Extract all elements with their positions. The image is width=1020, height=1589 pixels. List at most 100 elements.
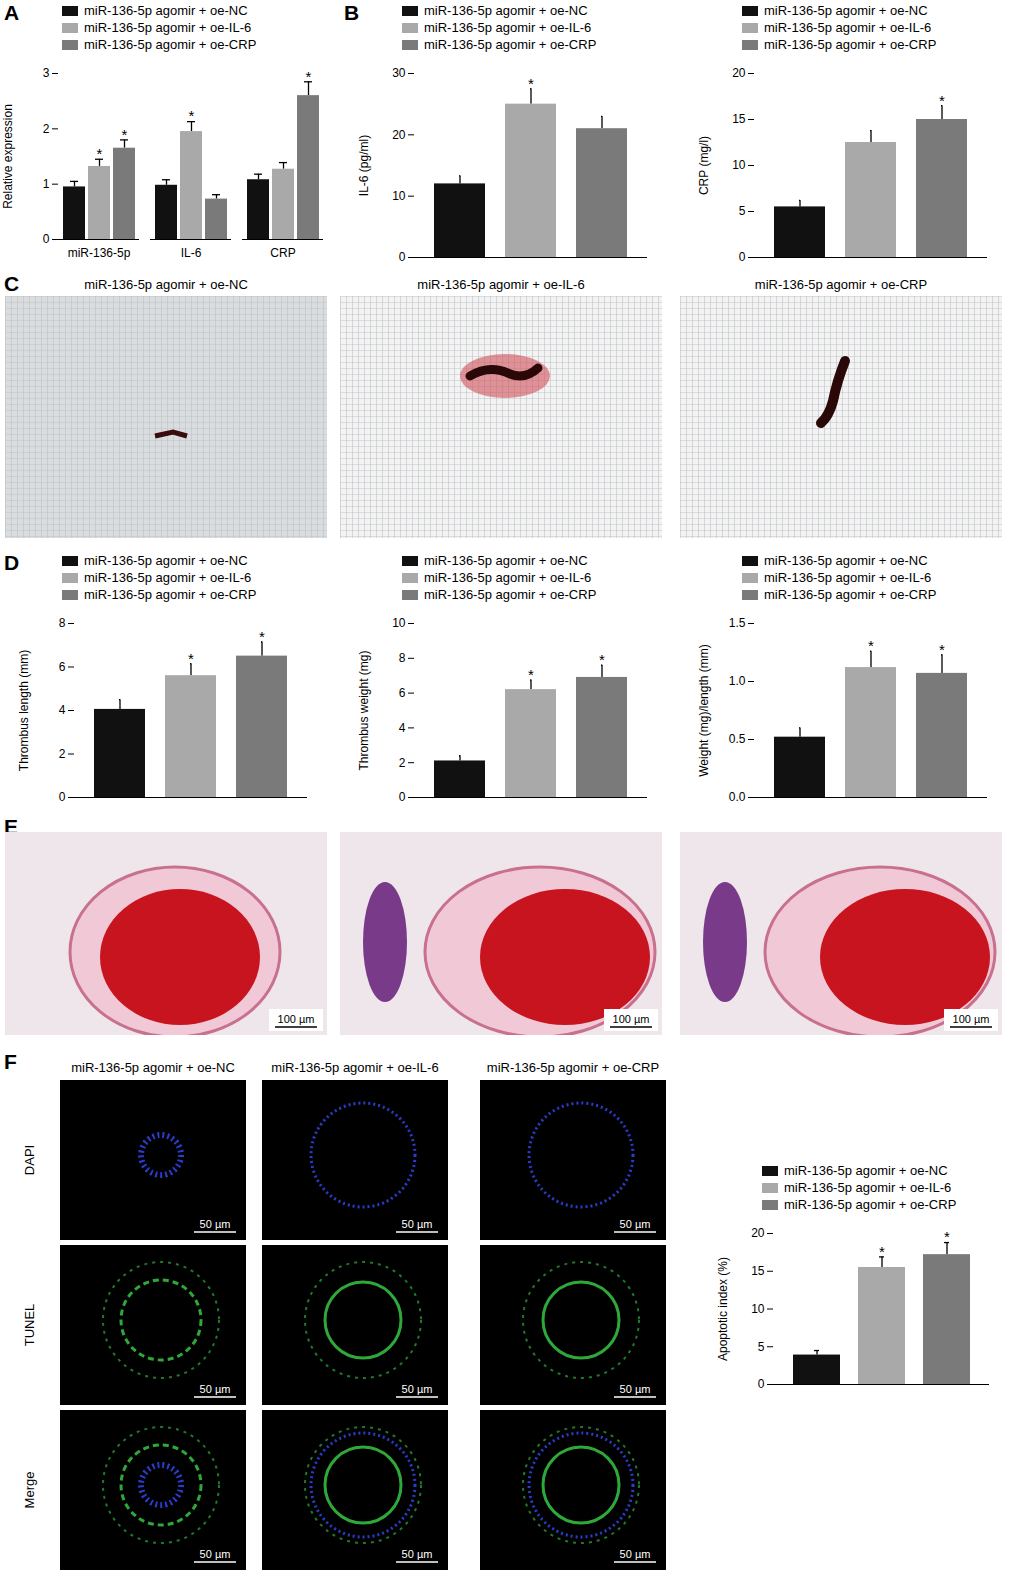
html-text:miR-136-5p agomir + oe-CRP: miR-136-5p agomir + oe-CRP [754,277,928,292]
svg-text:*: * [188,650,194,667]
svg-text:15: 15 [751,1264,765,1278]
svg-text:1: 1 [43,177,50,191]
svg-text:miR-136-5p: miR-136-5p [68,246,131,260]
html-text:miR-136-5p agomir + oe-CRP: miR-136-5p agomir + oe-CRP [84,37,257,52]
svg-text:*: * [868,637,874,654]
html-text:miR-136-5p agomir + oe-NC: miR-136-5p agomir + oe-NC [764,3,928,18]
html-text:miR-136-5p agomir + oe-IL-6: miR-136-5p agomir + oe-IL-6 [424,570,592,585]
html-text:miR-136-5p agomir + oe-NC: miR-136-5p agomir + oe-NC [84,277,248,292]
svg-text:10: 10 [732,158,746,172]
svg-text:CRP: CRP [270,246,295,260]
svg-text:50 µm: 50 µm [402,1548,433,1560]
svg-text:50 µm: 50 µm [620,1548,651,1560]
svg-text:20: 20 [732,66,746,80]
svg-text:2: 2 [43,122,50,136]
html-text:miR-136-5p agomir + oe-NC: miR-136-5p agomir + oe-NC [84,553,248,568]
svg-text:4: 4 [59,703,66,717]
svg-text:*: * [939,641,945,658]
svg-text:10: 10 [392,189,406,203]
html-text:miR-136-5p agomir + oe-CRP: miR-136-5p agomir + oe-CRP [764,37,937,52]
svg-text:50 µm: 50 µm [402,1383,433,1395]
svg-text:Apoptotic index (%): Apoptotic index (%) [716,1257,730,1361]
html-text:miR-136-5p agomir + oe-NC: miR-136-5p agomir + oe-NC [84,3,248,18]
svg-text:50 µm: 50 µm [200,1548,231,1560]
svg-text:6: 6 [59,660,66,674]
svg-text:2: 2 [59,747,66,761]
svg-text:*: * [189,107,195,124]
svg-text:*: * [939,92,945,109]
html-text:A: A [4,1,20,24]
svg-text:Thrombus length (mm): Thrombus length (mm) [17,650,31,771]
html-text:miR-136-5p agomir + oe-IL-6: miR-136-5p agomir + oe-IL-6 [84,20,252,35]
svg-text:50 µm: 50 µm [620,1383,651,1395]
html-text:C: C [4,272,20,295]
svg-text:20: 20 [751,1226,765,1240]
svg-text:*: * [944,1228,950,1245]
svg-text:8: 8 [399,651,406,665]
svg-text:0: 0 [43,232,50,246]
svg-text:2: 2 [399,756,406,770]
svg-text:30: 30 [392,66,406,80]
svg-text:50 µm: 50 µm [620,1218,651,1230]
svg-text:*: * [599,651,605,668]
html-text:miR-136-5p agomir + oe-NC: miR-136-5p agomir + oe-NC [424,553,588,568]
svg-text:Weight (mg)/length (mm): Weight (mg)/length (mm) [697,644,711,776]
html-text:miR-136-5p agomir + oe-CRP: miR-136-5p agomir + oe-CRP [764,587,937,602]
html-text:miR-136-5p agomir + oe-CRP: miR-136-5p agomir + oe-CRP [84,587,257,602]
svg-text:15: 15 [732,112,746,126]
svg-text:50 µm: 50 µm [200,1218,231,1230]
svg-text:IL-6: IL-6 [181,246,202,260]
svg-text:IL-6 (pg/ml): IL-6 (pg/ml) [357,135,371,196]
svg-text:100 µm: 100 µm [953,1013,990,1025]
svg-text:10: 10 [751,1302,765,1316]
html-text:miR-136-5p agomir + oe-NC: miR-136-5p agomir + oe-NC [784,1163,948,1178]
svg-text:*: * [879,1243,885,1260]
svg-text:*: * [306,68,312,85]
svg-text:Relative expression: Relative expression [1,104,15,209]
svg-text:20: 20 [392,128,406,142]
svg-text:TUNEL: TUNEL [22,1304,37,1347]
svg-text:*: * [122,126,128,143]
html-text:miR-136-5p agomir + oe-IL-6: miR-136-5p agomir + oe-IL-6 [424,20,592,35]
svg-text:DAPI: DAPI [22,1145,37,1175]
svg-text:8: 8 [59,616,66,630]
svg-text:CRP (mg/l): CRP (mg/l) [697,136,711,195]
svg-text:0: 0 [399,250,406,264]
html-text:miR-136-5p agomir + oe-NC: miR-136-5p agomir + oe-NC [764,553,928,568]
svg-text:Thrombus weight (mg): Thrombus weight (mg) [357,650,371,770]
svg-text:0: 0 [59,790,66,804]
svg-text:100 µm: 100 µm [278,1013,315,1025]
svg-text:0: 0 [739,250,746,264]
html-text:miR-136-5p agomir + oe-IL-6: miR-136-5p agomir + oe-IL-6 [417,277,585,292]
svg-text:*: * [528,666,534,683]
svg-text:*: * [97,145,103,162]
svg-text:0.5: 0.5 [729,732,746,746]
svg-text:100 µm: 100 µm [613,1013,650,1025]
html-text:miR-136-5p agomir + oe-CRP: miR-136-5p agomir + oe-CRP [784,1197,957,1212]
html-text:B: B [344,1,360,24]
html-text:D: D [4,551,20,574]
svg-text:Merge: Merge [22,1472,37,1509]
svg-text:1.5: 1.5 [729,616,746,630]
svg-text:10: 10 [392,616,406,630]
html-text:miR-136-5p agomir + oe-IL-6: miR-136-5p agomir + oe-IL-6 [84,570,252,585]
html-text:miR-136-5p agomir + oe-IL-6: miR-136-5p agomir + oe-IL-6 [764,20,932,35]
html-text:miR-136-5p agomir + oe-CRP: miR-136-5p agomir + oe-CRP [424,37,597,52]
svg-text:*: * [259,628,265,645]
svg-text:*: * [528,75,534,92]
svg-text:0: 0 [758,1377,765,1391]
svg-text:0.0: 0.0 [729,790,746,804]
html-text:miR-136-5p agomir + oe-IL-6: miR-136-5p agomir + oe-IL-6 [784,1180,952,1195]
svg-text:3: 3 [43,66,50,80]
svg-text:5: 5 [758,1340,765,1354]
svg-text:0: 0 [399,790,406,804]
html-text:miR-136-5p agomir + oe-NC: miR-136-5p agomir + oe-NC [424,3,588,18]
svg-text:50 µm: 50 µm [200,1383,231,1395]
svg-text:50 µm: 50 µm [402,1218,433,1230]
html-text:miR-136-5p agomir + oe-IL-6: miR-136-5p agomir + oe-IL-6 [764,570,932,585]
svg-text:4: 4 [399,721,406,735]
svg-text:5: 5 [739,204,746,218]
svg-text:6: 6 [399,686,406,700]
svg-text:1.0: 1.0 [729,674,746,688]
html-text:miR-136-5p agomir + oe-CRP: miR-136-5p agomir + oe-CRP [424,587,597,602]
